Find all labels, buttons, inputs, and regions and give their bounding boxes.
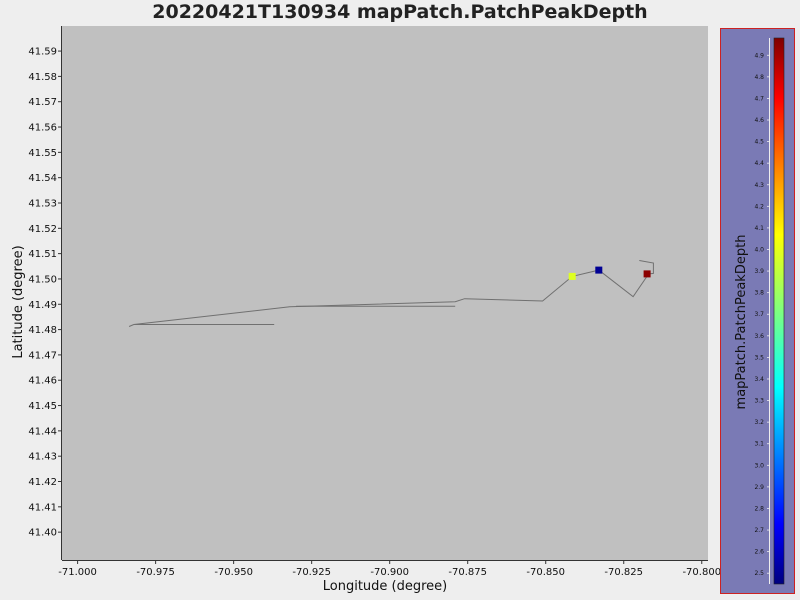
colorbar-tick-label: 3.3 [754,398,764,405]
y-tick-label: 41.59 [28,47,57,58]
data-point [595,266,603,274]
colorbar-label: mapPatch.PatchPeakDepth [734,235,749,410]
y-axis-label: Latitude (degree) [11,245,26,358]
colorbar-tick-label: 4.1 [754,225,764,232]
data-point [568,272,576,280]
colorbar-ticks: 2.5 2.6 2.7 2.8 2.9 3.0 3.1 3.2 3.3 3.4 3.5 3.6 3.7 3… [754,52,770,577]
x-axis-label: Longitude (degree) [323,579,448,594]
y-tick-label: 41.57 [28,97,57,108]
colorbar-tick-label: 4.5 [754,139,764,146]
colorbar-tick-label: 4.4 [754,160,764,167]
colorbar-tick-label: 4.2 [754,203,764,210]
colorbar: 2.5 2.6 2.7 2.8 2.9 3.0 3.1 3.2 3.3 3.4 3.5 3.6 3.7 3… [720,28,795,594]
y-axis: 41.40 41.41 41.42 41.43 41.44 41.45 41.46 41.47… [28,26,62,560]
colorbar-tick-label: 2.8 [754,505,764,512]
colorbar-tick-label: 3.9 [754,268,764,275]
y-tick-label: 41.58 [28,72,57,83]
y-tick-label: 41.55 [28,148,57,159]
data-point [643,270,651,278]
colorbar-tick-label: 3.7 [754,311,764,318]
vehicle-track [128,260,654,327]
x-tick-label: -71.000 [58,567,97,578]
colorbar-tick-label: 4.9 [754,52,764,59]
x-tick-label: -70.925 [292,567,331,578]
y-tick-label: 41.53 [28,198,57,209]
x-tick-label: -70.950 [214,567,253,578]
y-tick-label: 41.44 [28,426,57,437]
points-layer [568,266,651,280]
colorbar-tick-label: 3.1 [754,441,764,448]
colorbar-tick-label: 4.7 [754,95,764,102]
colorbar-tick-label: 4.6 [754,117,764,124]
colorbar-tick-label: 4.0 [754,246,764,253]
x-tick-label: -70.900 [370,567,409,578]
colorbar-tick-label: 4.8 [754,74,764,81]
x-tick-label: -70.975 [136,567,175,578]
chart-title: 20220421T130934 mapPatch.PatchPeakDepth [152,1,648,23]
track-layer [128,260,654,327]
colorbar-tick-label: 3.5 [754,354,764,361]
colorbar-tick-label: 3.2 [754,419,764,426]
plot-area [62,26,708,560]
x-tick-label: -70.800 [682,567,721,578]
colorbar-tick-label: 3.0 [754,462,764,469]
colorbar-gradient [773,37,785,585]
y-tick-label: 41.50 [28,274,57,285]
colorbar-tick-label: 3.8 [754,290,764,297]
y-tick-label: 41.47 [28,350,57,361]
colorbar-tick-label: 3.6 [754,333,764,340]
y-tick-label: 41.54 [28,173,57,184]
x-tick-label: -70.825 [604,567,643,578]
y-tick-label: 41.42 [28,477,57,488]
y-tick-label: 41.48 [28,325,57,336]
y-tick-label: 41.41 [28,502,57,513]
x-tick-label: -70.875 [448,567,487,578]
y-tick-label: 41.51 [28,249,57,260]
colorbar-tick-label: 2.7 [754,527,764,534]
colorbar-tick-label: 2.6 [754,549,764,556]
y-tick-label: 41.46 [28,376,57,387]
y-tick-label: 41.43 [28,452,57,463]
y-tick-label: 41.56 [28,123,57,134]
x-axis: -71.000 -70.975 -70.950 -70.925 -70.900 -70.8… [58,560,721,578]
colorbar-tick-label: 2.9 [754,484,764,491]
x-tick-label: -70.850 [526,567,565,578]
colorbar-tick-label: 4.3 [754,182,764,189]
colorbar-tick-label: 3.4 [754,376,764,383]
y-tick-label: 41.52 [28,224,57,235]
y-tick-label: 41.40 [28,528,57,539]
y-tick-label: 41.45 [28,401,57,412]
y-tick-label: 41.49 [28,300,57,311]
colorbar-tick-label: 2.5 [754,570,764,577]
